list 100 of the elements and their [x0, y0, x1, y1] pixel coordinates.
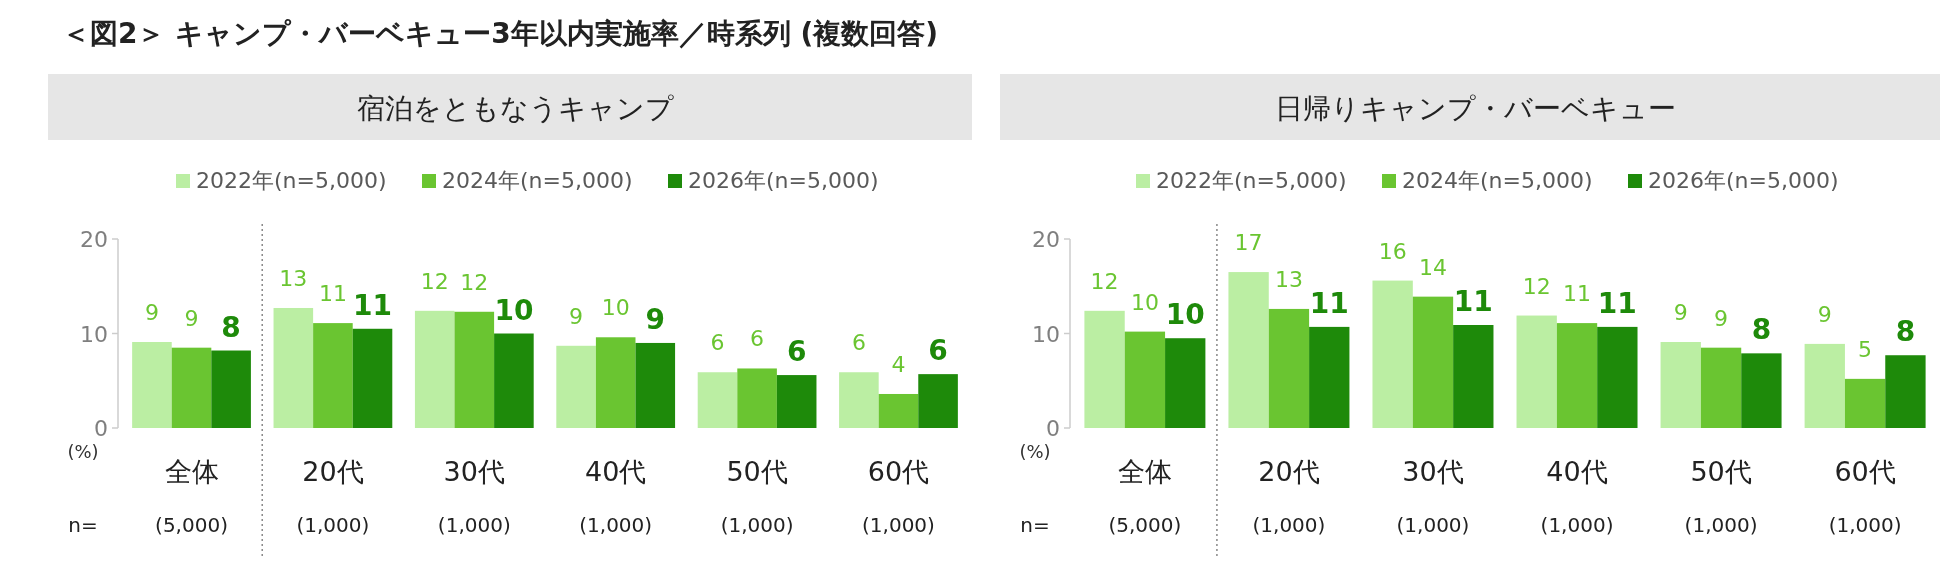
- text: (1,000): [1540, 513, 1614, 537]
- data-label: 14: [1418, 254, 1447, 280]
- data-label: 9: [569, 303, 584, 329]
- data-label: 5: [1858, 336, 1873, 362]
- bar: [776, 375, 817, 428]
- legend-label: 2022年(n=5,000): [1156, 168, 1347, 193]
- data-label: 8: [221, 310, 241, 344]
- bar: [313, 323, 353, 428]
- bar: [1453, 325, 1494, 428]
- y-axis-title: (%): [67, 441, 99, 462]
- bar: [211, 350, 251, 428]
- bar: [171, 347, 212, 428]
- bar: [697, 372, 738, 428]
- data-label: 6: [710, 330, 725, 356]
- x-tick-label: 60代: [867, 456, 930, 487]
- bar: [1165, 338, 1206, 428]
- data-label: 9: [645, 302, 666, 336]
- bar: [1412, 296, 1454, 428]
- bar: [1124, 331, 1166, 428]
- bar: [1844, 378, 1886, 428]
- x-tick-label: 50代: [1690, 456, 1752, 487]
- text: (1,000): [862, 513, 935, 537]
- bar: [454, 311, 495, 428]
- bar: [839, 372, 879, 428]
- text: (5,000): [1108, 513, 1182, 537]
- text: (1,000): [1684, 513, 1758, 537]
- data-label: 12: [460, 269, 489, 295]
- data-label: 13: [279, 265, 308, 291]
- data-label: 9: [144, 300, 159, 326]
- x-tick-label: 30代: [443, 456, 505, 487]
- data-label: 10: [1130, 289, 1159, 315]
- x-tick-label: 20代: [302, 456, 364, 487]
- data-label: 11: [1597, 286, 1637, 320]
- bar: [556, 345, 596, 428]
- bar: [1597, 326, 1638, 428]
- bar: [635, 342, 676, 428]
- bar: [1372, 280, 1413, 428]
- text: (1,000): [1828, 513, 1902, 537]
- legend-label: 2026年(n=5,000): [1648, 168, 1839, 193]
- data-label: 17: [1234, 230, 1263, 256]
- bar: [918, 374, 958, 428]
- y-tick-label: 20: [1032, 227, 1060, 252]
- y-tick-label: 20: [80, 227, 108, 252]
- bar: [1268, 308, 1310, 428]
- x-tick-label: 40代: [1546, 456, 1608, 487]
- data-label: 11: [318, 281, 347, 307]
- bar: [1700, 347, 1742, 428]
- chart-title: ＜図2＞ キャンプ・バーベキュー3年以内実施率／時系列 (複数回答): [62, 17, 939, 50]
- text: (1,000): [296, 513, 370, 537]
- legend-label: 2024年(n=5,000): [442, 168, 633, 193]
- text: (1,000): [437, 513, 511, 537]
- bar: [878, 393, 919, 428]
- text: n=: [1020, 513, 1050, 537]
- data-label: 13: [1274, 266, 1303, 292]
- text: (1,000): [579, 513, 653, 537]
- data-label: 11: [1453, 284, 1493, 318]
- data-label: 9: [184, 305, 199, 331]
- bar: [1309, 326, 1350, 428]
- data-label: 12: [420, 268, 449, 294]
- x-tick-label: 全体: [1117, 456, 1172, 487]
- y-tick-label: 10: [80, 321, 108, 347]
- legend-label: 2024年(n=5,000): [1402, 168, 1593, 193]
- data-label: 8: [1895, 315, 1916, 349]
- text: n=: [68, 513, 98, 537]
- bar: [737, 368, 777, 428]
- data-label: 6: [851, 330, 866, 356]
- data-label: 6: [750, 326, 765, 352]
- bar: [1556, 323, 1598, 428]
- x-tick-label: 50代: [726, 456, 788, 487]
- data-label: 4: [891, 351, 906, 377]
- x-tick-label: 40代: [585, 456, 647, 487]
- bar: [414, 310, 455, 428]
- y-tick-label: 0: [94, 416, 108, 441]
- data-label: 12: [1522, 273, 1551, 299]
- data-label: 11: [1563, 281, 1592, 307]
- text: (1,000): [720, 513, 794, 537]
- x-tick-label: 20代: [1258, 456, 1320, 487]
- bar: [1885, 355, 1926, 428]
- chart-subtitle: 宿泊をともなうキャンプ: [356, 92, 674, 125]
- bar: [1516, 315, 1557, 428]
- bar: [595, 337, 636, 428]
- bar: [1804, 343, 1845, 428]
- x-tick-label: 30代: [1402, 456, 1464, 487]
- bar: [1228, 272, 1269, 428]
- data-label: 6: [786, 335, 807, 369]
- data-label: 8: [1751, 313, 1772, 347]
- data-label: 10: [601, 295, 630, 321]
- data-label: 11: [1309, 286, 1349, 320]
- legend-label: 2026年(n=5,000): [688, 168, 879, 193]
- text: (1,000): [1396, 513, 1470, 537]
- x-tick-label: 60代: [1834, 456, 1896, 487]
- data-label: 9: [1714, 305, 1729, 331]
- bar: [1741, 353, 1782, 428]
- data-label: 16: [1378, 238, 1407, 264]
- chart-subtitle: 日帰りキャンプ・バーベキュー: [1274, 92, 1676, 125]
- y-tick-label: 0: [1046, 416, 1060, 441]
- x-tick-label: 全体: [164, 456, 219, 487]
- text: (1,000): [1252, 513, 1326, 537]
- data-label: 9: [1673, 300, 1688, 326]
- data-label: 6: [928, 334, 948, 368]
